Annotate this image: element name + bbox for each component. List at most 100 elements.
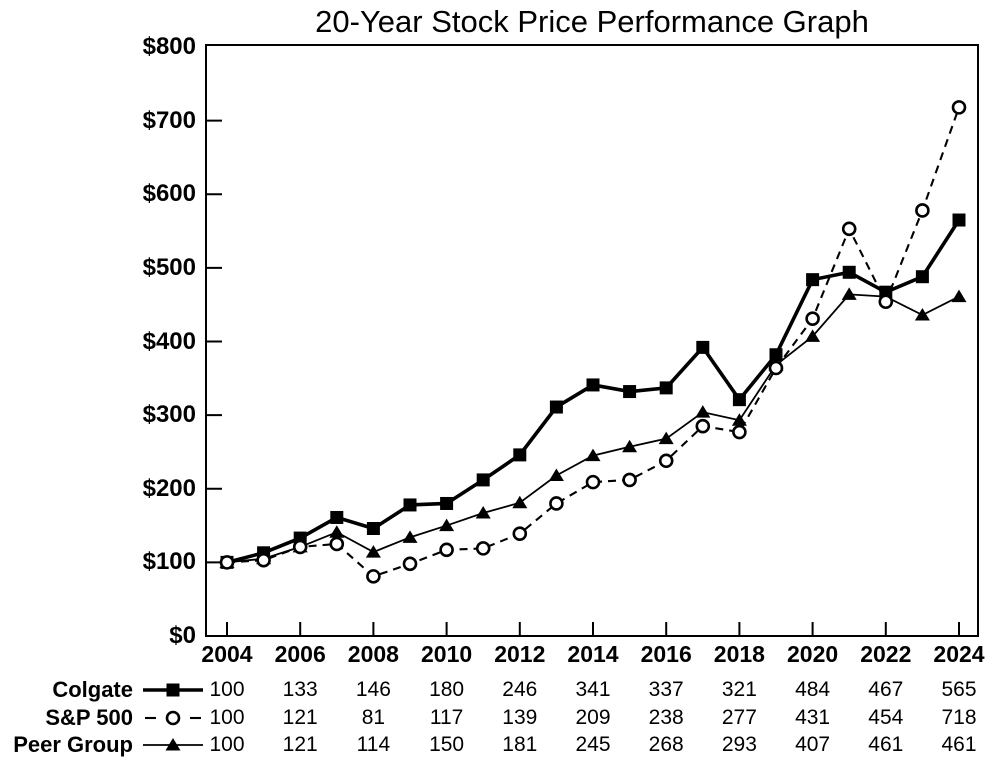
table-value: 321 <box>721 678 757 701</box>
table-row: S&P 500 100 121 81 117 139 209 238 277 431 454 718 <box>0 705 989 731</box>
x-axis-label: 2020 <box>787 641 839 667</box>
y-axis-label: $0 <box>169 622 196 649</box>
x-axis-label: 2012 <box>494 641 546 667</box>
table-value: 718 <box>941 706 977 729</box>
s-p-500-circle-marker <box>585 474 601 490</box>
table-value: 150 <box>429 733 465 756</box>
colgate-square-marker <box>440 496 454 510</box>
table-value: 100 <box>209 733 245 756</box>
y-axis-label: $400 <box>142 327 196 355</box>
s-p-500-circle-marker <box>622 472 637 488</box>
table-value: 341 <box>575 678 611 701</box>
colgate-square-marker <box>403 498 417 512</box>
peer-group-triangle-marker <box>951 289 967 303</box>
colgate-square-marker <box>476 473 490 487</box>
y-axis-label: $700 <box>142 106 196 134</box>
plot-border <box>205 44 979 637</box>
table-value: 114 <box>356 733 391 756</box>
table-value: 246 <box>502 678 538 701</box>
s-p-500-circle-marker <box>695 418 711 434</box>
colgate-square-marker <box>842 265 856 279</box>
peer-group-triangle-marker <box>695 405 711 418</box>
peer-group-triangle-marker <box>475 506 491 519</box>
plot-area <box>205 44 979 637</box>
legend-marker-open-circle <box>145 710 201 726</box>
series-label: Colgate <box>52 677 133 702</box>
colgate-square-marker <box>769 348 783 362</box>
s-p-500-circle-marker <box>256 552 271 568</box>
x-axis-label: 2008 <box>347 641 399 667</box>
peer-group-triangle-marker <box>841 287 857 300</box>
table-value: 181 <box>502 733 538 756</box>
table-value: 100 <box>209 706 245 729</box>
table-value: 121 <box>282 706 318 729</box>
x-axis-label: 2018 <box>713 641 765 667</box>
table-value: 431 <box>795 706 831 729</box>
table-value: 454 <box>868 706 904 729</box>
colgate-square-marker <box>915 270 929 284</box>
x-axis-label: 2004 <box>201 641 253 667</box>
colgate-square-marker <box>623 385 637 399</box>
y-axis-label: $500 <box>142 253 196 281</box>
y-axis-label: $300 <box>142 401 196 429</box>
table-row: Colgate 100 133 146 180 246 341 337 321 484 467 565 <box>0 677 989 703</box>
y-axis-label: $200 <box>142 474 196 502</box>
chart-title: 20-Year Stock Price Performance Graph <box>315 4 869 39</box>
colgate-square-marker <box>696 340 710 354</box>
legend-marker-filled-square <box>143 683 203 697</box>
s-p-500-circle-marker <box>329 536 345 552</box>
table-row: Peer Group 100 121 114 150 181 245 268 293 407 461… <box>0 732 989 758</box>
table-value: 245 <box>575 733 611 756</box>
peer-group-triangle-marker <box>512 495 528 509</box>
colgate-square-marker <box>549 400 563 414</box>
colgate-square-marker <box>513 448 527 462</box>
x-axis-label: 2006 <box>274 641 326 667</box>
table-value: 209 <box>575 706 611 729</box>
s-p-500-circle-marker <box>219 555 235 570</box>
table-value: 467 <box>868 678 904 701</box>
x-axis-label: 2022 <box>860 641 912 667</box>
s-p-500-circle-marker <box>951 100 967 115</box>
table-value: 180 <box>429 678 465 701</box>
peer-group-triangle-marker <box>548 468 564 481</box>
colgate-square-marker <box>952 213 966 227</box>
series-line-s-p-500 <box>226 107 960 578</box>
peer-group-triangle-marker <box>329 525 345 538</box>
colgate-square-marker <box>732 393 746 407</box>
peer-group-triangle-marker <box>805 329 821 342</box>
colgate-square-marker <box>330 510 344 524</box>
x-axis-label: 2010 <box>421 641 473 667</box>
s-p-500-circle-marker <box>366 569 381 584</box>
table-value: 461 <box>941 733 977 756</box>
x-axis-label: 2024 <box>933 641 985 667</box>
table-value: 146 <box>355 678 391 701</box>
s-p-500-circle-marker <box>439 542 454 558</box>
table-value: 133 <box>282 678 318 701</box>
peer-group-triangle-marker <box>365 545 381 558</box>
table-value: 277 <box>721 706 757 729</box>
colgate-square-marker <box>806 273 820 287</box>
peer-group-triangle-marker <box>658 431 674 445</box>
x-axis-label: 2016 <box>640 641 692 667</box>
s-p-500-circle-marker <box>475 541 491 556</box>
s-p-500-circle-marker <box>292 539 308 555</box>
table-value: 407 <box>795 733 831 756</box>
s-p-500-circle-marker <box>878 294 894 310</box>
table-value: 81 <box>361 706 386 729</box>
peer-group-triangle-marker <box>914 307 930 321</box>
series-label: S&P 500 <box>45 705 133 730</box>
legend-marker-filled-triangle <box>143 738 203 751</box>
peer-group-triangle-marker <box>585 448 601 462</box>
s-p-500-circle-marker <box>841 221 857 237</box>
s-p-500-circle-marker <box>915 203 930 218</box>
s-p-500-circle-marker <box>768 360 784 376</box>
s-p-500-circle-marker <box>402 556 418 572</box>
peer-group-triangle-marker <box>731 413 747 426</box>
series-label: Peer Group <box>13 732 133 757</box>
s-p-500-circle-marker <box>512 526 528 541</box>
table-value: 268 <box>648 733 684 756</box>
peer-group-triangle-marker <box>622 439 638 453</box>
table-value: 117 <box>429 706 464 729</box>
table-value: 565 <box>941 678 977 701</box>
